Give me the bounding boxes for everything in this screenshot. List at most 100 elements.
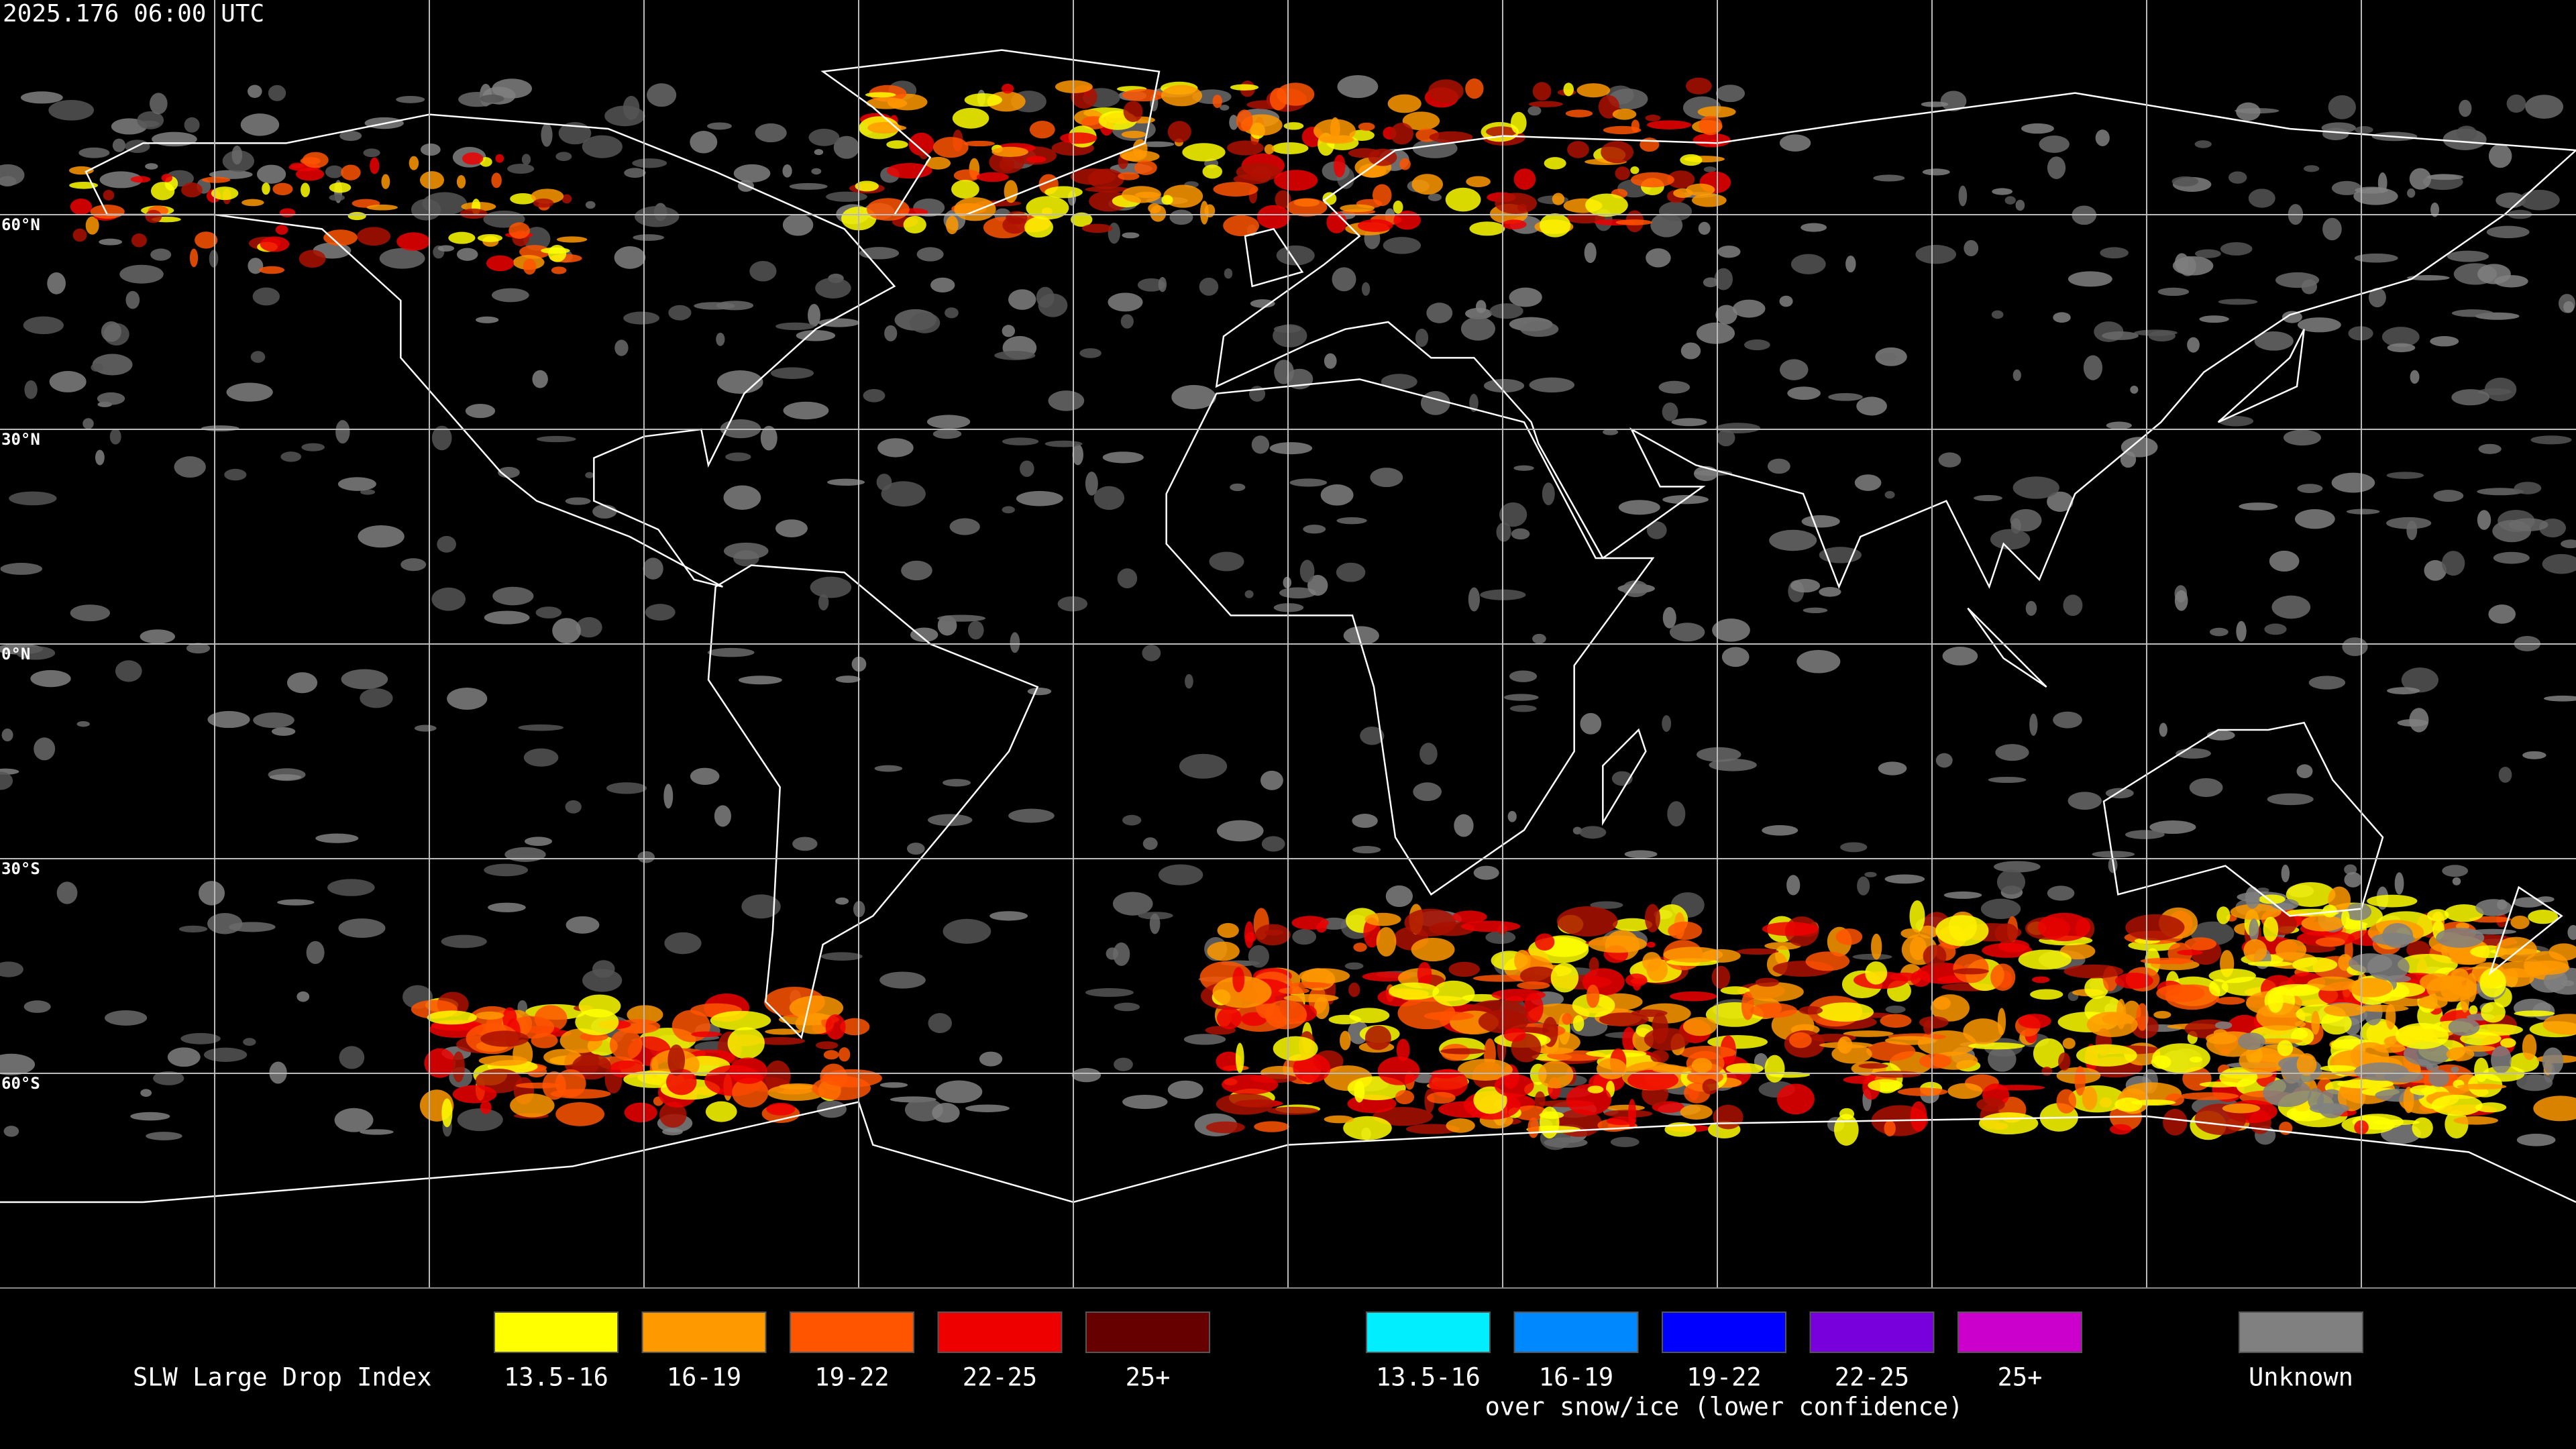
cloud [1440, 1048, 1486, 1055]
cloud [1513, 465, 1534, 471]
cloud [1779, 134, 1811, 152]
cloud [561, 194, 572, 204]
cloud [2271, 595, 2311, 619]
cloud [78, 147, 110, 158]
cloud [935, 1080, 983, 1104]
cloud [1646, 958, 1668, 982]
cloud [901, 560, 932, 581]
cloud [645, 604, 676, 621]
cloud [710, 1010, 771, 1030]
cloud [83, 418, 94, 429]
cloud [1990, 963, 2016, 991]
cloud [770, 367, 814, 379]
cloud [178, 925, 208, 933]
cloud [2516, 1134, 2556, 1146]
cloud [1736, 948, 1779, 955]
legend-label: 16-19 [1539, 1363, 1613, 1392]
cloud [1372, 184, 1392, 207]
cloud [2496, 192, 2526, 209]
cloud [738, 676, 782, 685]
cloud [1503, 1028, 1526, 1042]
cloud [2492, 520, 2532, 543]
cloud [632, 158, 667, 168]
cloud [1618, 500, 1660, 515]
cloud [1624, 850, 1658, 859]
cloud [1287, 981, 1332, 989]
cloud [1682, 1017, 1717, 1036]
cloud [2296, 1053, 2317, 1076]
cloud [1336, 562, 1366, 582]
cloud [1413, 782, 1442, 802]
cloud [2249, 918, 2259, 942]
cloud [427, 1010, 477, 1025]
cloud [1715, 85, 1746, 103]
cloud [279, 208, 296, 217]
cloud [729, 1057, 767, 1084]
cloud [1646, 248, 1671, 268]
cloud [0, 563, 43, 575]
cloud [2563, 301, 2575, 313]
cloud [1540, 213, 1571, 237]
cloud [1733, 299, 1766, 318]
cloud [2514, 482, 2542, 494]
cloud [2328, 95, 2357, 119]
cloud [2386, 472, 2424, 479]
cloud [2488, 144, 2512, 168]
cloud [765, 1028, 802, 1035]
cloud [741, 894, 781, 919]
cloud [1134, 160, 1157, 175]
cloud [953, 169, 981, 182]
timestamp: 2025.176 06:00 UTC [3, 0, 264, 28]
cloud [2460, 1032, 2502, 1046]
cloud [1622, 1026, 1636, 1053]
cloud [1004, 180, 1018, 203]
cloud [1837, 1036, 1853, 1054]
cloud [1207, 941, 1240, 961]
cloud [366, 204, 398, 211]
cloud [825, 1014, 846, 1040]
cloud [1489, 303, 1523, 319]
cloud [1606, 1116, 1637, 1126]
cloud [884, 325, 898, 341]
cloud [1596, 1058, 1627, 1079]
cloud [531, 1032, 558, 1049]
cloud [555, 1069, 586, 1098]
legend-label: Unknown [2249, 1363, 2353, 1392]
cloud [1625, 973, 1648, 987]
cloud [1432, 980, 1475, 1007]
cloud [2153, 1010, 2171, 1019]
cloud [783, 401, 829, 420]
cloud [1161, 85, 1203, 107]
legend-swatch [1957, 1311, 2082, 1353]
cloud [1227, 140, 1264, 156]
cloud [2542, 553, 2576, 574]
cloud [2426, 174, 2464, 180]
cloud [1720, 986, 1750, 995]
cloud [1612, 918, 1653, 932]
cloud [189, 248, 199, 268]
cloud [2510, 915, 2530, 929]
cloud [1686, 183, 1715, 197]
cloud [533, 198, 554, 208]
cloud [1236, 109, 1253, 132]
cloud [1251, 435, 1270, 454]
cloud [1388, 982, 1440, 1000]
cloud [2307, 976, 2357, 991]
legend-label: 13.5-16 [1376, 1363, 1481, 1392]
cloud [1352, 846, 1381, 854]
cloud [1361, 282, 1371, 296]
cloud [2410, 1085, 2437, 1095]
cloud [2500, 1038, 2516, 1048]
cloud [491, 172, 502, 189]
cloud [2477, 488, 2524, 496]
cloud [1993, 861, 2041, 873]
cloud [963, 140, 996, 147]
cloud [1878, 353, 1897, 362]
cloud [347, 211, 366, 221]
cloud [1260, 770, 1283, 790]
cloud [1213, 182, 1258, 197]
cloud [20, 91, 63, 104]
cloud [2243, 938, 2267, 962]
cloud [2100, 247, 2129, 259]
cloud [840, 1018, 870, 1036]
